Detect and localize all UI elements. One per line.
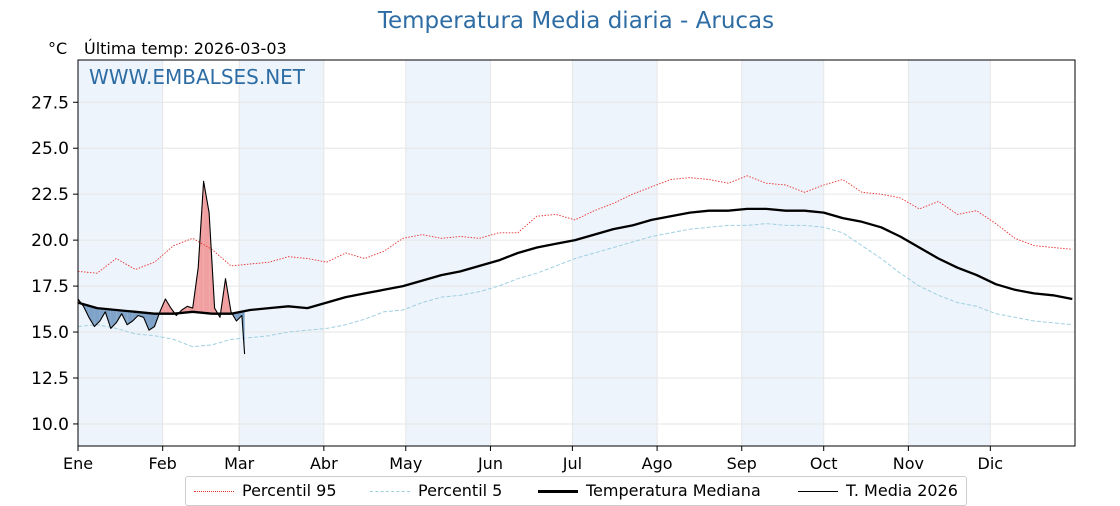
month-band — [405, 60, 491, 446]
legend-swatch-median — [538, 490, 578, 493]
month-bands — [78, 60, 991, 446]
above-median-fill — [165, 298, 171, 314]
above-median-fill — [181, 306, 188, 313]
legend-label-p5: Percentil 5 — [418, 481, 503, 500]
legend-swatch-p5 — [370, 491, 410, 492]
p95-line — [77, 175, 1073, 274]
below-median-fill — [149, 313, 155, 331]
y-tick-label: 20.0 — [31, 231, 69, 251]
plot-frame — [77, 59, 1076, 447]
x-tick-label: Abr — [310, 454, 338, 473]
above-median-fill — [198, 181, 204, 313]
chart-title: Temperatura Media diaria - Arucas — [377, 8, 775, 34]
p5-line-point — [211, 344, 213, 346]
legend: Percentil 95 Percentil 5 Temperatura Med… — [185, 476, 967, 506]
x-tick-label: Jun — [477, 454, 503, 473]
median-line — [77, 207, 1073, 315]
legend-label-median: Temperatura Mediana — [586, 481, 761, 500]
x-tick-label: Feb — [149, 454, 177, 473]
x-tick-label: Jul — [562, 454, 582, 473]
x-tick-label: Mar — [224, 454, 255, 473]
legend-swatch-current — [798, 491, 838, 492]
x-tick-label: Oct — [810, 454, 838, 473]
y-tick-label: 25.0 — [31, 139, 69, 159]
x-tick-label: May — [389, 454, 422, 473]
x-tick-label: Dic — [978, 454, 1004, 473]
month-band — [78, 60, 163, 446]
y-axis-unit: °C — [48, 39, 68, 58]
current-year-line — [77, 180, 246, 355]
x-tick-label: Nov — [893, 454, 924, 473]
legend-swatch-p95 — [194, 491, 234, 492]
month-band — [572, 60, 658, 446]
p5-line-point — [1071, 324, 1073, 326]
month-band — [908, 60, 991, 446]
y-tick-label: 10.0 — [31, 415, 69, 435]
x-tick-label: Ago — [642, 454, 673, 473]
y-tick-label: 22.5 — [31, 185, 69, 205]
below-median-fill — [236, 311, 242, 322]
grid-lines — [77, 60, 1075, 446]
x-tick-label: Ene — [63, 454, 93, 473]
y-axis-ticks: 10.0 12.5 15.0 17.5 20.0 22.5 25.0 27.5 — [31, 93, 78, 435]
y-tick-label: 12.5 — [31, 369, 69, 389]
legend-label-p95: Percentil 95 — [242, 481, 337, 500]
y-tick-label: 27.5 — [31, 93, 69, 113]
month-band — [741, 60, 824, 446]
below-median-fill — [132, 311, 139, 322]
legend-label-current: T. Media 2026 — [846, 481, 958, 500]
x-axis-ticks: Ene Feb Mar Abr May Jun Jul Ago Sep Oct Nov Dic — [63, 446, 1003, 473]
series-lines — [77, 175, 1073, 355]
above-median-fill — [203, 181, 210, 314]
x-tick-label: Sep — [727, 454, 757, 473]
month-band — [239, 60, 324, 446]
below-median-fill — [88, 305, 95, 327]
watermark-text: WWW.EMBALSES.NET — [89, 65, 306, 89]
y-tick-label: 15.0 — [31, 323, 69, 343]
last-temp-label: Última temp: 2026-03-03 — [84, 39, 287, 58]
y-tick-label: 17.5 — [31, 277, 69, 297]
temperature-chart: 10.0 12.5 15.0 17.5 20.0 22.5 25.0 27.5 Ene Feb M… — [31, 59, 1076, 473]
